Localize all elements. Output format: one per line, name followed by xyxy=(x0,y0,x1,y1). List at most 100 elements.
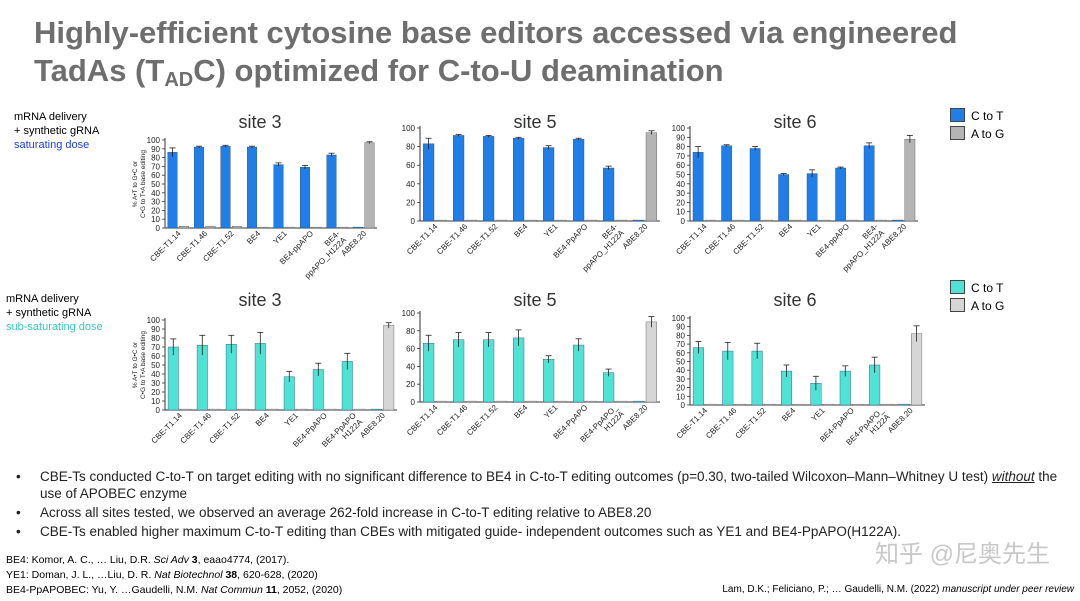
y-tick-label: 0 xyxy=(156,224,161,233)
x-tick-label-line: BE4 xyxy=(780,406,797,423)
bar-c-to-t xyxy=(353,226,363,229)
bar-c-to-t xyxy=(483,136,495,222)
bar-c-to-t xyxy=(194,146,204,229)
bar-c-to-t xyxy=(573,138,585,222)
x-tick-label-line: BE4 xyxy=(512,222,529,239)
row-label-sub-saturating: mRNA delivery + synthetic gRNA sub-satur… xyxy=(6,293,103,333)
citation: Lam, D.K.; Feliciano, P.; … Gaudelli, N.… xyxy=(722,584,1074,595)
y-tick-label: 90 xyxy=(676,323,685,332)
bar-c-to-t xyxy=(633,400,645,403)
y-tick-label: 100 xyxy=(147,316,161,325)
bar-a-to-g xyxy=(435,219,448,222)
bar-a-to-g xyxy=(904,138,916,222)
bar-a-to-g xyxy=(232,226,242,229)
bar-a-to-g xyxy=(762,219,773,222)
x-tick-label-line: YE1 xyxy=(542,403,559,420)
x-tick-label: YE1 xyxy=(542,403,559,420)
x-tick-label: CBE-T1.52 xyxy=(731,222,766,257)
y-axis-label: % A•T to G•C orC•G to T•A base editing xyxy=(132,150,147,218)
bar-a-to-g xyxy=(311,226,322,229)
bar-a-to-g xyxy=(705,219,716,222)
legend-swatch xyxy=(950,108,965,122)
bar-a-to-g xyxy=(179,226,189,229)
y-axis-label-line: C•G to T•A base editing xyxy=(140,150,147,218)
bar-a-to-g xyxy=(205,226,216,229)
x-tick-label: CBE-T1.52 xyxy=(734,406,769,441)
y-tick-label: 20 xyxy=(406,380,415,389)
bar-a-to-g xyxy=(645,132,658,222)
bar-c-to-t xyxy=(225,344,237,411)
y-axis-label-line: % A•T to G•C or xyxy=(132,341,139,388)
bar-a-to-g xyxy=(525,400,538,403)
bar-a-to-g xyxy=(555,219,568,222)
y-tick-label: 20 xyxy=(676,198,685,207)
chart-panel-2: site 5 0 20 40 60 80 100 CBE-T1.14CBE-T1.46CBE-… xyxy=(402,112,660,273)
bar-c-to-t xyxy=(543,147,555,222)
bar-a-to-g xyxy=(585,219,598,222)
bar-c-to-t xyxy=(326,154,337,229)
bar-a-to-g xyxy=(734,403,746,406)
x-tick-label: ABE8.20 xyxy=(621,403,650,432)
y-tick-label: 100 xyxy=(402,309,416,318)
x-tick-label-line: BE4 xyxy=(254,411,271,428)
y-tick-label: 0 xyxy=(681,401,686,410)
legend-swatch xyxy=(950,126,965,140)
y-tick-label: 80 xyxy=(676,143,685,152)
x-tick-label-line: CBE-T1.52 xyxy=(208,411,243,446)
bullet-item: Across all sites tested, we observed an … xyxy=(14,504,1074,521)
bar-c-to-t xyxy=(483,339,495,403)
legend-bottom: C to T A to G xyxy=(950,280,1004,316)
bar-c-to-t xyxy=(370,408,382,411)
x-tick-label: BE4 xyxy=(245,229,262,246)
y-tick-label: 80 xyxy=(406,143,415,152)
x-tick-label: CBE-T1.52 xyxy=(465,222,500,257)
x-tick-label: CBE-T1.46 xyxy=(435,222,470,257)
bar-c-to-t xyxy=(423,343,435,403)
title-line-2: TadAs (TADC) optimized for C-to-U deamin… xyxy=(34,53,724,91)
y-tick-label: 90 xyxy=(151,325,160,334)
bar-a-to-g xyxy=(209,408,221,411)
bar-a-to-g xyxy=(819,219,830,222)
y-tick-label: 30 xyxy=(151,379,160,388)
y-tick-label: 40 xyxy=(151,189,160,198)
bar-c-to-t xyxy=(423,143,435,222)
x-tick-label-line: BE4 xyxy=(512,403,529,420)
y-tick-label: 10 xyxy=(676,392,685,401)
bar-a-to-g xyxy=(705,403,717,406)
x-tick-label: CBE-T1.46 xyxy=(435,403,470,438)
x-tick-label: ABE8.20 xyxy=(621,222,650,251)
bar-c-to-t xyxy=(749,148,761,222)
y-tick-label: 80 xyxy=(676,331,685,340)
row-label-saturating: mRNA delivery + synthetic gRNA saturatin… xyxy=(14,111,100,151)
y-axis-label: % A•T to G•C orC•G to T•A base editing xyxy=(132,331,147,399)
y-tick-label: 40 xyxy=(151,370,160,379)
y-tick-label: 80 xyxy=(151,154,160,163)
y-tick-label: 30 xyxy=(151,198,160,207)
bar-c-to-t xyxy=(453,135,465,222)
bar-c-to-t xyxy=(273,164,284,229)
x-tick-label-line: BE4 xyxy=(245,229,262,246)
y-tick-label: 40 xyxy=(676,180,685,189)
x-tick-label-line: CBE-T1.52 xyxy=(465,222,500,257)
y-tick-label: 50 xyxy=(676,358,685,367)
bar-a-to-g xyxy=(525,219,538,222)
y-tick-label: 100 xyxy=(672,314,686,323)
legend-swatch xyxy=(950,280,965,294)
x-tick-label-line: ABE8.20 xyxy=(621,403,650,432)
bar-a-to-g xyxy=(383,325,395,411)
bar-a-to-g xyxy=(847,219,859,222)
bar-c-to-t xyxy=(778,174,789,222)
y-tick-label: 60 xyxy=(151,352,160,361)
x-tick-label-line: CBE-T1.14 xyxy=(405,222,440,257)
chart-title: site 3 xyxy=(238,290,281,310)
y-tick-label: 60 xyxy=(676,349,685,358)
y-tick-label: 30 xyxy=(676,375,685,384)
bar-c-to-t xyxy=(543,359,555,403)
y-tick-label: 20 xyxy=(676,384,685,393)
x-tick-label: BE4 xyxy=(780,406,797,423)
x-tick-label-line: ABE8.20 xyxy=(886,406,915,435)
y-tick-label: 0 xyxy=(156,406,161,415)
y-tick-label: 0 xyxy=(411,217,416,226)
x-tick-label: YE1 xyxy=(542,222,559,239)
